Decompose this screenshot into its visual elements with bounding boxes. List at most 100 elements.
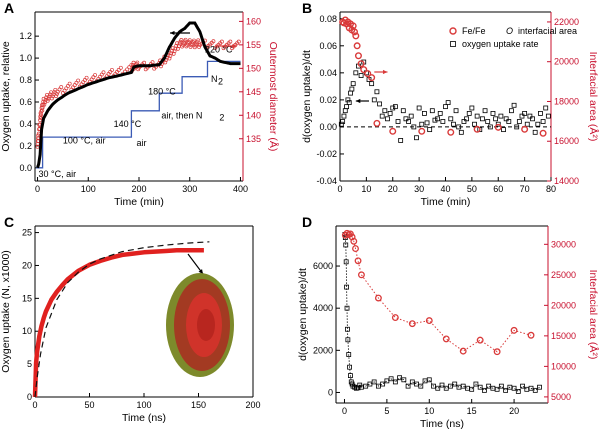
panel-d-rate-point	[405, 383, 411, 389]
panel-d-area-point	[527, 331, 535, 339]
panel-a-y2tick-label: 150	[246, 63, 261, 73]
panel-a-diameter-point	[179, 38, 184, 42]
panel-b-rate-point	[509, 108, 514, 114]
panel-b-rate-point	[340, 119, 346, 124]
panel-letter-a: A	[4, 0, 14, 16]
panel-d-ytick-label: 4000	[313, 303, 333, 313]
panel-a-diameter-point	[42, 102, 47, 107]
panel-a-diameter-point	[219, 39, 224, 44]
panel-d-rate-point	[473, 381, 479, 387]
panel-d-area-point	[510, 326, 518, 334]
panel-b-area-point	[521, 125, 529, 133]
panel-b-rate-point	[408, 113, 414, 119]
panel-b-xtick-label: 40	[440, 184, 450, 194]
panel-d-area-point	[493, 348, 501, 356]
panel-c-ylabel: Oxygen uptake (N, x1000)	[0, 250, 12, 373]
panel-b-xtick-label: 70	[520, 184, 530, 194]
panel-b-legend-area-label-ox: O	[506, 26, 513, 36]
panel-d-rate-point	[481, 387, 487, 393]
panel-a-diameter-point	[116, 68, 121, 72]
panel-b-rate-point	[387, 111, 393, 116]
panel-b-rate-point	[456, 124, 462, 130]
panel-a-diameter-point	[45, 98, 50, 103]
panel-b-y2tick-label: 20000	[554, 57, 579, 67]
panel-b-ytick-label: 0.02	[319, 95, 337, 105]
panel-a-temperature-steps	[36, 60, 241, 169]
panel-b-rate-point	[414, 135, 419, 141]
panel-c-nanoparticle-illustration	[166, 273, 234, 377]
panel-a-diameter-point	[125, 67, 130, 72]
panel-a-annotation-100c: 100 °C, air	[63, 136, 106, 146]
panel-a-xtick-label: 200	[131, 184, 146, 194]
panel-a-xlabel: Time (min)	[114, 196, 164, 208]
panel-a-diameter-point	[150, 60, 155, 65]
panel-b-xtick-label: 20	[388, 184, 398, 194]
panel-b-rate-point	[514, 124, 520, 130]
panel-d-rate-point	[367, 381, 373, 387]
panel-a-y2tick-label: 140	[246, 110, 261, 120]
panel-b-area-point	[351, 28, 359, 36]
panel-b-rate-point	[458, 129, 464, 135]
panel-b-xtick-label: 80	[546, 184, 556, 194]
panel-d-area-point	[348, 233, 356, 241]
panel-a-xtick-label: 100	[81, 184, 96, 194]
panel-d-area-point	[408, 320, 416, 328]
panel-d-rate-point	[426, 377, 432, 383]
panel-a-annotation-180c: 180 °C	[148, 86, 176, 96]
panel-c-xtick-label: 50	[84, 400, 94, 410]
panel-d-rate-point	[347, 364, 352, 370]
panel-d-rate-point	[494, 386, 500, 392]
panel-d-xtick-label: 10	[424, 406, 434, 416]
panel-b-y2tick-label: 22000	[554, 17, 579, 27]
panel-a-diameter-point	[89, 77, 94, 82]
panel-d-area-point	[391, 314, 399, 322]
panel-b-rate-point	[419, 121, 425, 127]
panel-b-xlabel: Time (min)	[421, 196, 471, 208]
panel-b-legend-area-marker	[449, 27, 457, 35]
panel-d-rate-point	[343, 259, 349, 265]
panel-a-diameter-point	[192, 38, 196, 43]
panel-b-rate-point	[437, 111, 443, 116]
panel-d-xtick-label: 15	[467, 406, 477, 416]
panel-b-rate-point	[338, 121, 344, 127]
panel-a-diameter-point	[76, 78, 81, 83]
panel-b-rate-point	[400, 108, 406, 114]
panel-b-rate-point	[503, 116, 509, 122]
panel-a-diameter-point	[175, 41, 179, 46]
panel-b-rate-point	[472, 121, 477, 127]
panel-d-rate-point	[344, 284, 350, 290]
panel-b-area-point	[353, 42, 361, 50]
panel-a-ytick-label: 0.6	[19, 97, 32, 107]
panel-a-diameter-point	[93, 73, 97, 78]
panel-letter-c: C	[4, 214, 14, 230]
panel-a-ytick-label: 0.8	[19, 75, 32, 85]
panel-b-rate-point	[416, 105, 422, 111]
panel-b-right-arrow-head	[382, 69, 388, 75]
panel-a-diameter-point	[211, 39, 216, 44]
panel-a-ytick-label: 0.4	[19, 119, 32, 129]
panel-c-ytick-label: 5	[27, 359, 32, 369]
panel-b-rate-point	[374, 89, 380, 95]
panel-b-rate-point	[522, 111, 528, 116]
panel-a-diameter-point	[84, 75, 89, 80]
panel-b-legend-area-label-rest: interfacial area	[518, 26, 577, 36]
panel-b-rate-point	[516, 119, 522, 124]
panel-a-ylabel: Oxygen uptake, relative	[0, 41, 12, 151]
panel-d-ylabel: d(oxygen uptake)/dt	[297, 268, 309, 361]
panel-d-y2tick-label: 15000	[551, 331, 576, 341]
panel-a-annotation-air-n2-sub: 2	[219, 113, 224, 123]
panel-b-area-point	[352, 32, 360, 40]
panel-d-rate-point	[443, 385, 449, 391]
panel-d-rate-point	[537, 384, 542, 390]
panel-a-diameter-point	[109, 67, 114, 72]
panel-d-rate-point	[477, 384, 483, 390]
panel-a-annotation-30c: 30 °C, air	[39, 169, 77, 179]
panel-b-area-point	[473, 125, 481, 133]
panel-b-legend-rate-label: oxygen uptake rate	[462, 39, 539, 49]
panel-b-rate-point	[348, 90, 353, 96]
panel-c-ytick-label: 10	[22, 326, 32, 336]
panel-d-area-point	[354, 257, 362, 265]
panel-a-xtick-label: 300	[182, 184, 197, 194]
